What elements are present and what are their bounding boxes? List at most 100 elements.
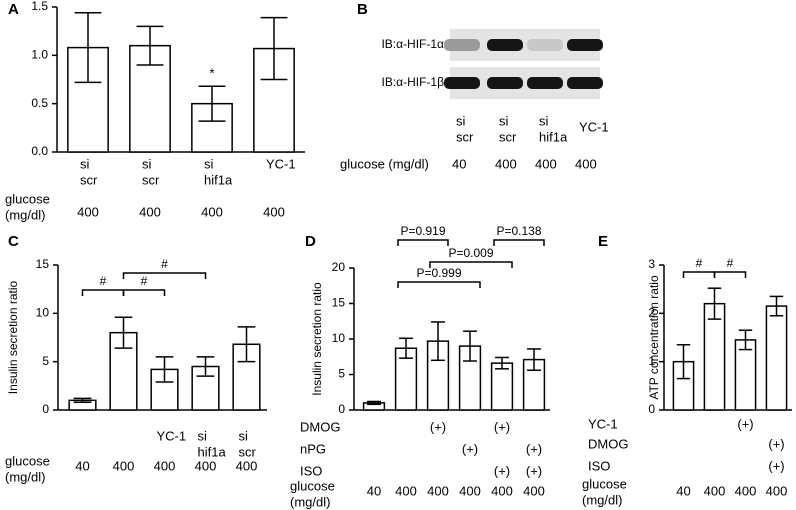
lane-label: si — [499, 113, 509, 128]
row-cell: (+) — [526, 441, 542, 456]
bar — [109, 331, 138, 411]
glucose-value: 400 — [195, 458, 217, 473]
glucose-value: 400 — [113, 458, 135, 473]
lane-label: hif1a — [539, 129, 568, 144]
blot-row-label: IB:α-HIF-1α — [381, 37, 444, 51]
glucose-label: glucose (mg/dl) — [340, 156, 429, 171]
y-tick-label: 0 — [648, 402, 655, 416]
lane-label: si — [456, 113, 466, 128]
row-cell: (+) — [768, 436, 784, 451]
x-tick-label: hif1a — [198, 444, 227, 459]
y-axis-label: Insulin secretion ratio — [310, 282, 324, 396]
bracket — [81, 289, 125, 296]
y-tick-label: 15 — [36, 257, 50, 271]
glucose-value: 400 — [575, 156, 597, 171]
bracket — [122, 289, 166, 296]
panel-label: A — [8, 1, 19, 18]
glucose-value: 400 — [523, 483, 545, 498]
lane-label: scr — [456, 129, 474, 144]
bracket-label: P=0.009 — [448, 246, 493, 260]
row-label: YC-1 — [588, 416, 618, 431]
blot-band — [487, 77, 523, 89]
glucose-value: 40 — [75, 458, 89, 473]
row-cell: (+) — [494, 463, 510, 478]
glucose-value: 400 — [459, 483, 481, 498]
x-tick-label: scr — [142, 172, 160, 187]
glucose-label: glucose — [582, 476, 627, 491]
x-tick-label: hif1a — [204, 172, 233, 187]
blot-row-label: IB:α-HIF-1β — [381, 75, 444, 89]
x-tick-label: si — [198, 428, 208, 443]
bar — [490, 362, 514, 411]
glucose-value: 40 — [367, 483, 381, 498]
row-cell: (+) — [768, 458, 784, 473]
bracket — [122, 272, 207, 279]
panel-label: C — [8, 233, 19, 250]
glucose-label: glucose — [5, 191, 50, 206]
bar — [734, 339, 757, 411]
bracket-label: # — [141, 274, 148, 288]
bracket — [397, 239, 449, 246]
y-tick-label: 0 — [338, 402, 345, 416]
x-tick-label: scr — [80, 172, 98, 187]
x-tick-label: si — [80, 156, 90, 171]
x-tick-label: si — [142, 156, 152, 171]
y-tick-label: 10 — [332, 331, 346, 345]
y-tick-label: 1.0 — [31, 48, 48, 62]
row-label: DMOG — [588, 436, 628, 451]
row-cell: (+) — [737, 416, 753, 431]
glucose-label: (mg/dl) — [5, 469, 45, 484]
glucose-value: 400 — [395, 483, 417, 498]
x-tick-label: si — [239, 428, 249, 443]
glucose-label: (mg/dl) — [582, 492, 622, 507]
glucose-label: glucose — [290, 478, 335, 493]
row-label: ISO — [588, 458, 610, 473]
y-axis-label: Insulin secretion ratio — [6, 280, 20, 394]
glucose-label: (mg/dl) — [290, 494, 330, 509]
blot-band — [527, 39, 563, 51]
annotation: * — [209, 66, 214, 81]
y-tick-label: 0.5 — [31, 96, 48, 110]
y-tick-label: 0 — [42, 402, 49, 416]
y-tick-label: 2 — [648, 306, 655, 320]
x-tick-label: YC-1 — [157, 428, 187, 443]
x-tick-label: si — [204, 156, 214, 171]
row-cell: (+) — [526, 463, 542, 478]
blot-band — [567, 39, 603, 51]
y-axis-label: ATP concentration ratio — [647, 275, 661, 400]
glucose-value: 400 — [704, 483, 726, 498]
row-cell: (+) — [462, 441, 478, 456]
blot-band — [444, 77, 480, 89]
bracket — [682, 271, 716, 278]
bar — [765, 305, 788, 411]
y-tick-label: 1 — [648, 354, 655, 368]
panel-label: E — [598, 233, 608, 250]
glucose-value: 400 — [495, 156, 517, 171]
glucose-value: 400 — [735, 483, 757, 498]
blot-band — [444, 39, 480, 51]
bracket-label: P=0.919 — [400, 224, 445, 238]
bracket-label: # — [696, 256, 703, 270]
y-tick-label: 1.5 — [31, 0, 48, 13]
bracket — [713, 271, 747, 278]
glucose-value: 400 — [535, 156, 557, 171]
x-tick-label: YC-1 — [266, 156, 296, 171]
row-cell: (+) — [430, 419, 446, 434]
bracket-label: P=0.999 — [416, 266, 461, 280]
glucose-value: 400 — [154, 458, 176, 473]
y-tick-label: 10 — [36, 306, 50, 320]
panel-label: B — [357, 1, 368, 18]
lane-label: YC-1 — [579, 119, 609, 134]
glucose-value: 400 — [427, 483, 449, 498]
glucose-value: 400 — [201, 204, 223, 219]
glucose-value: 400 — [766, 483, 788, 498]
glucose-value: 400 — [236, 458, 258, 473]
bracket-label: # — [161, 257, 168, 271]
glucose-label: (mg/dl) — [5, 207, 45, 222]
row-label: ISO — [300, 463, 322, 478]
panel-label: D — [305, 233, 316, 250]
y-tick-label: 0.0 — [31, 144, 48, 158]
glucose-value: 400 — [139, 204, 161, 219]
glucose-value: 400 — [263, 204, 285, 219]
y-tick-label: 5 — [338, 367, 345, 381]
